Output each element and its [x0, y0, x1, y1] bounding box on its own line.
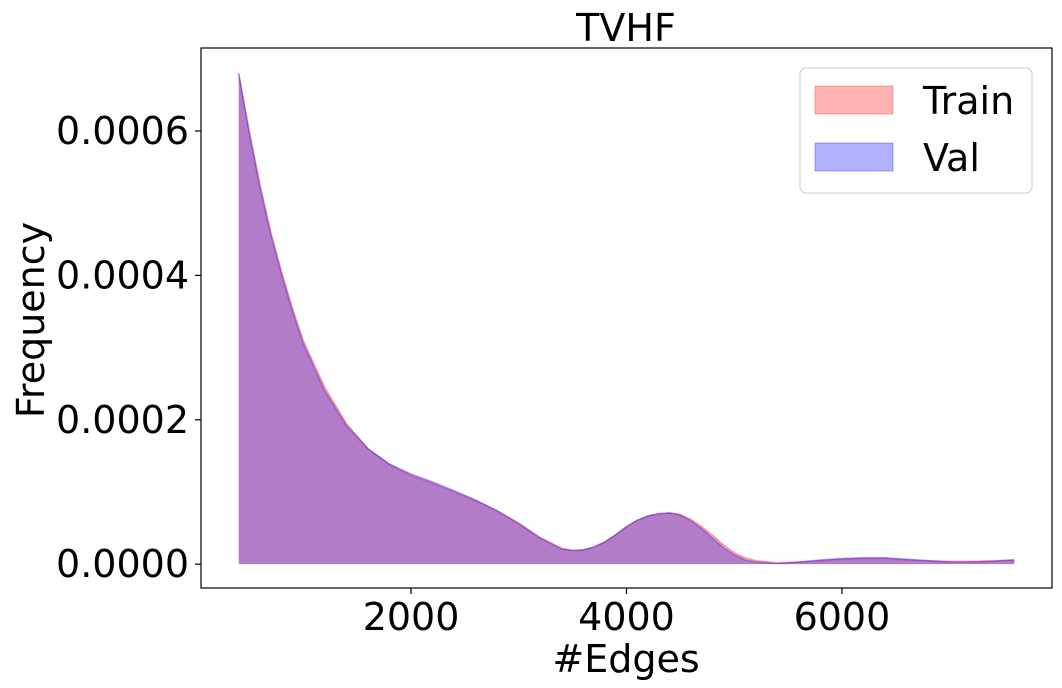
y-tick-label: 0.0000 — [56, 542, 189, 586]
x-axis: 2000 4000 6000 — [363, 588, 891, 639]
y-axis-title: Frequency — [9, 222, 53, 418]
x-tick-label: 6000 — [794, 595, 891, 639]
legend-swatch-train — [814, 85, 894, 115]
series-area-val — [238, 73, 1015, 565]
legend-swatch-val — [814, 142, 894, 172]
y-axis: 0.0000 0.0002 0.0004 0.0006 — [56, 109, 201, 586]
y-tick-label: 0.0004 — [56, 253, 189, 297]
x-tick-label: 4000 — [578, 595, 675, 639]
chart-title: TVHF — [575, 6, 676, 50]
series-line-train — [237, 73, 1015, 564]
legend: Train Val — [799, 67, 1033, 194]
x-tick-label: 2000 — [363, 595, 460, 639]
series-line-val — [237, 73, 1015, 565]
legend-box — [799, 67, 1033, 194]
legend-label-val: Val — [923, 136, 980, 180]
legend-label-train: Train — [922, 79, 1014, 123]
series-layer — [237, 73, 1015, 565]
series-area-train — [238, 73, 1015, 565]
x-axis-title: #Edges — [552, 637, 699, 681]
y-tick-label: 0.0002 — [56, 398, 189, 442]
y-tick-label: 0.0006 — [56, 109, 189, 153]
